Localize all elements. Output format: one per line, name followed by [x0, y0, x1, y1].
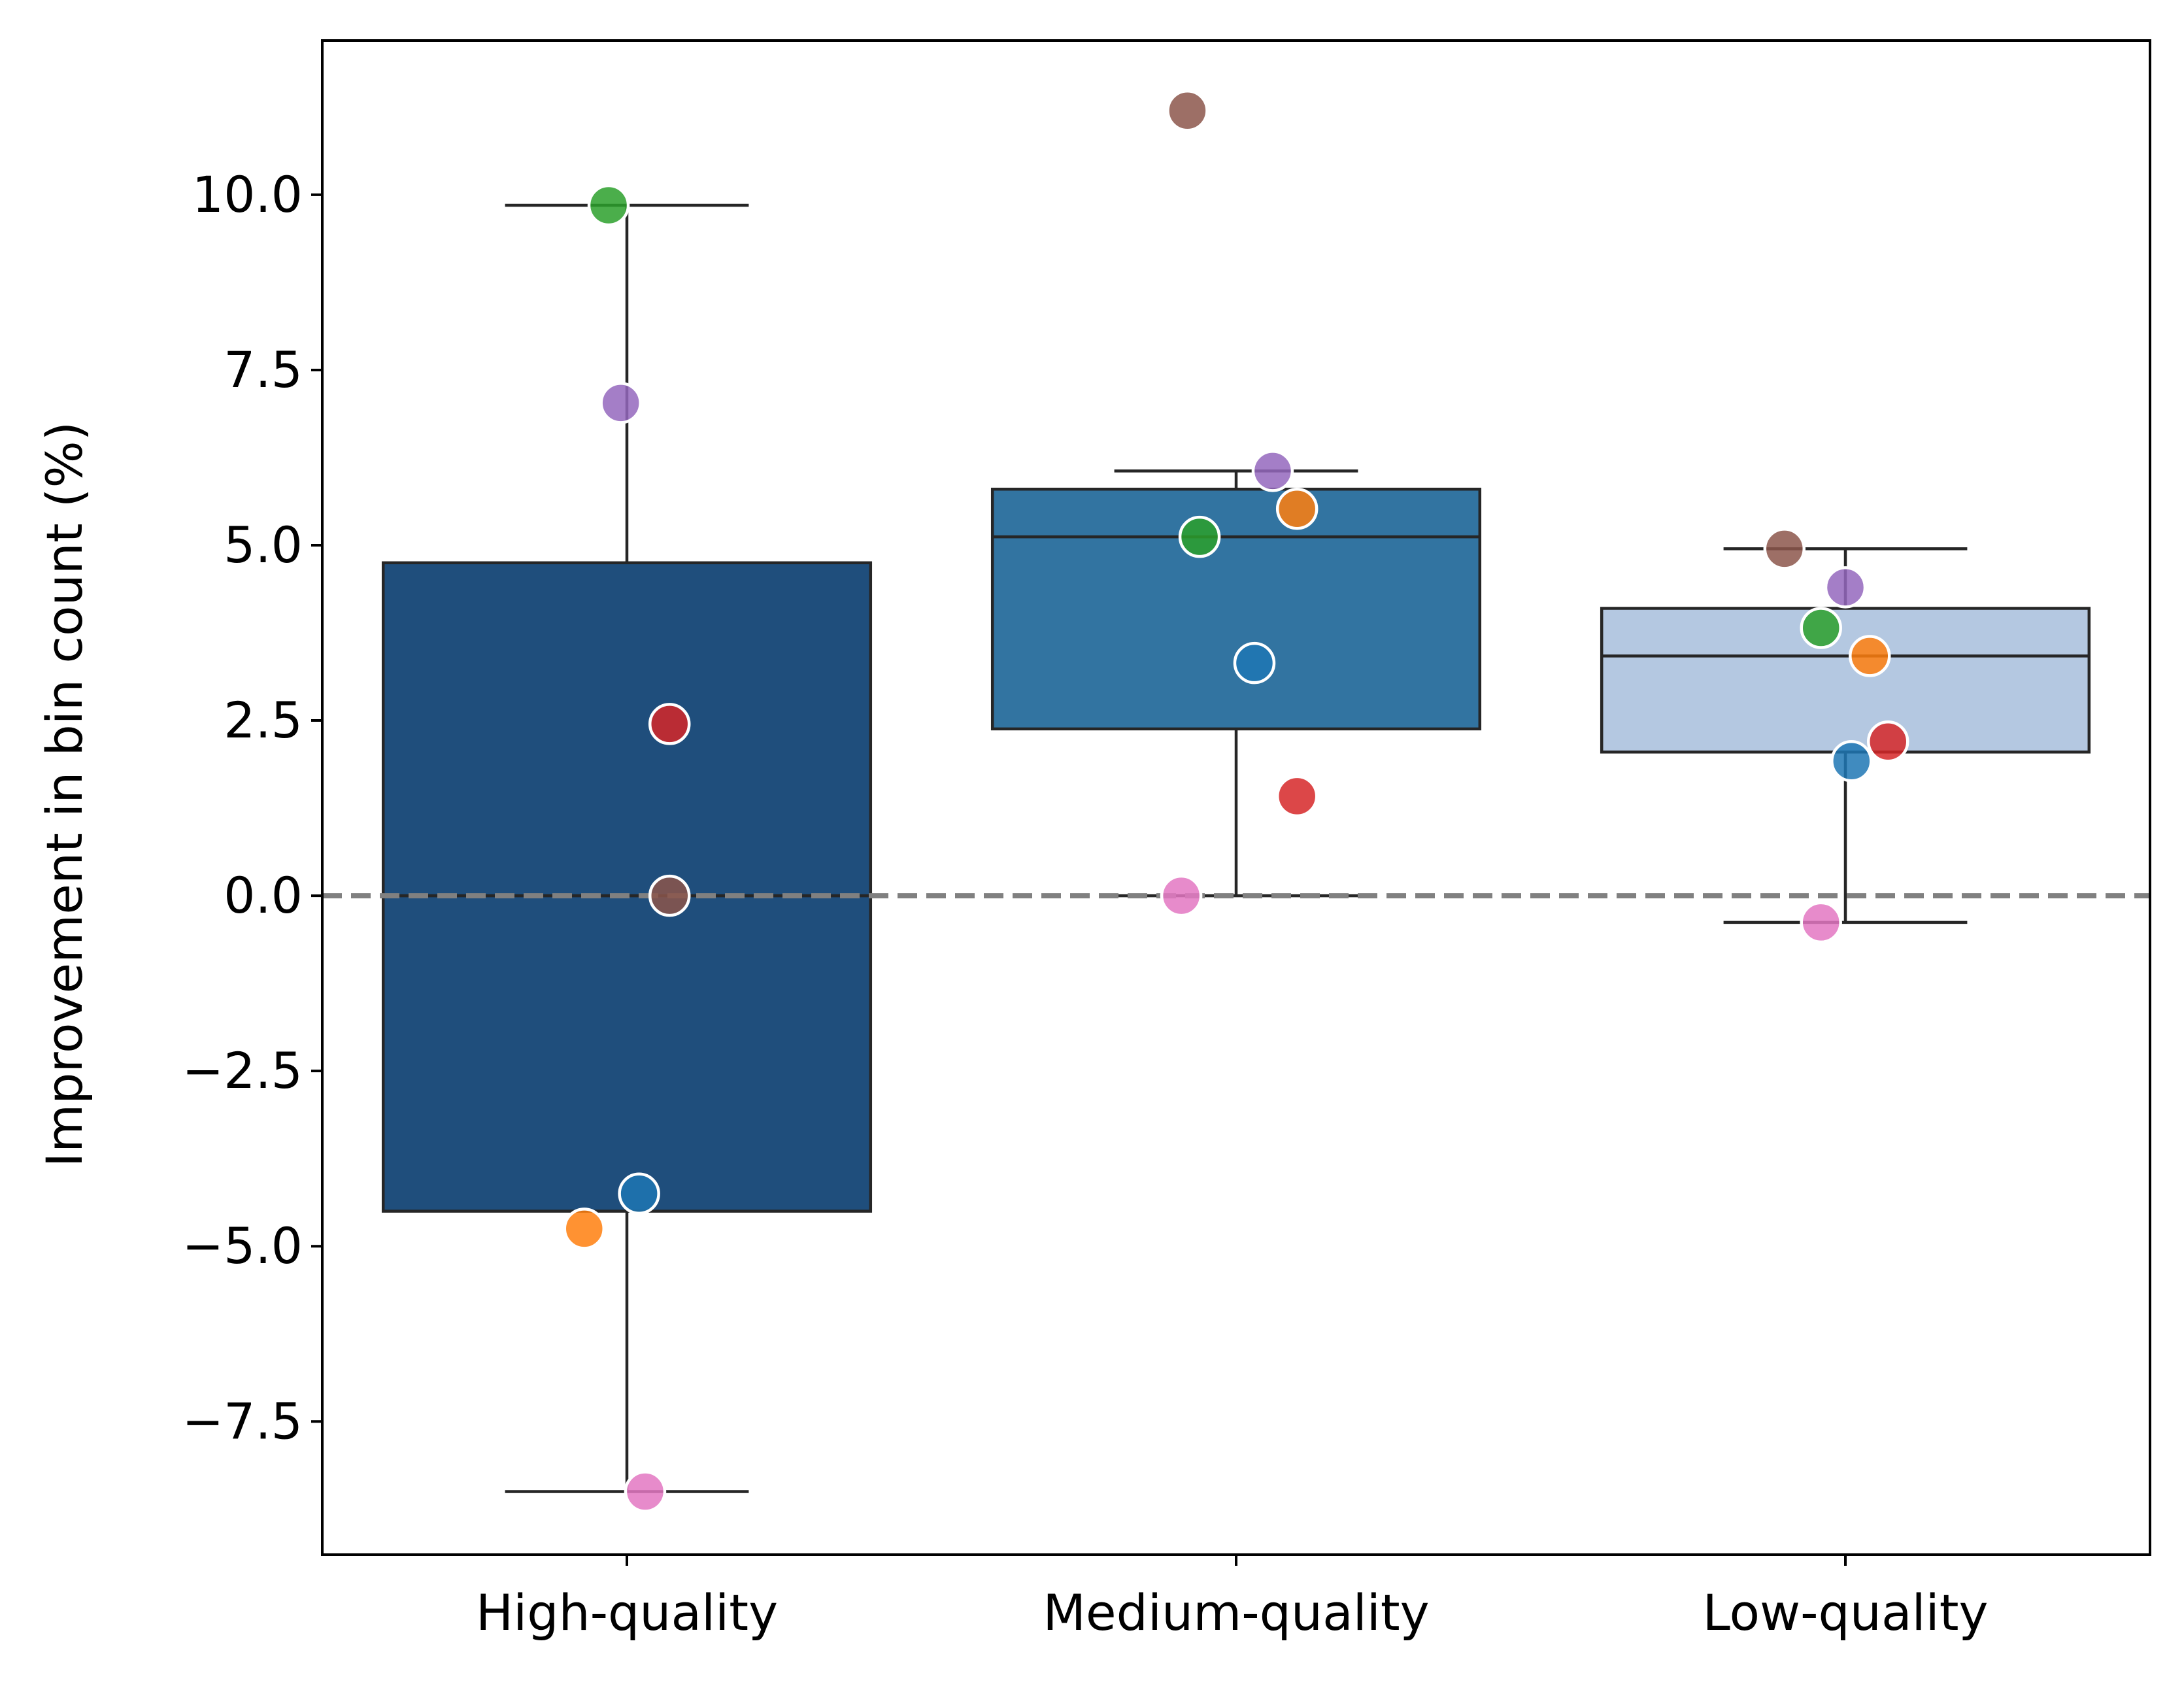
- data-point: [1178, 515, 1221, 558]
- data-point: [563, 1208, 606, 1250]
- data-point: [648, 874, 691, 917]
- data-point: [599, 382, 642, 424]
- data-point: [1830, 739, 1873, 783]
- data-point: [1763, 528, 1806, 570]
- data-point: [1275, 775, 1319, 818]
- data-point: [1824, 566, 1867, 609]
- y-tick-label: −7.5: [182, 1392, 303, 1450]
- data-point: [1866, 720, 1909, 763]
- box-high-quality: [381, 203, 873, 1493]
- x-tick-label: Low-quality: [1702, 1583, 1988, 1642]
- y-tick-label: −2.5: [182, 1041, 303, 1100]
- data-point: [618, 1172, 660, 1215]
- points-layer: [563, 89, 1909, 1513]
- box-low-quality: [1600, 547, 2091, 924]
- y-axis-label: Improvement in bin count (%): [35, 422, 93, 1168]
- y-tick-label: 10.0: [192, 165, 303, 224]
- data-point: [1160, 874, 1203, 917]
- data-point: [1275, 487, 1319, 530]
- data-point: [587, 184, 630, 227]
- y-tick-label: 5.0: [224, 516, 303, 574]
- data-point: [624, 1470, 667, 1513]
- data-point: [1251, 450, 1294, 492]
- data-point: [1233, 641, 1276, 684]
- y-tick-label: 0.0: [224, 866, 303, 924]
- box-iqr: [1600, 607, 2091, 754]
- boxes-layer: [381, 203, 2091, 1493]
- data-point: [648, 703, 691, 745]
- data-point: [1849, 635, 1891, 677]
- axes-layer: −7.5 −5.0 −2.5 0.0 2.5 5.0 7.5 10.0 High-quality…: [182, 39, 2151, 1642]
- x-tick-label: High-quality: [476, 1583, 778, 1642]
- box-iqr: [990, 487, 1482, 731]
- box-medium-quality: [990, 469, 1482, 898]
- y-tick-label: 2.5: [224, 691, 303, 749]
- data-point: [1800, 607, 1842, 649]
- data-point: [1166, 89, 1209, 132]
- box-iqr: [381, 561, 873, 1213]
- data-point: [1800, 901, 1842, 944]
- y-tick-label: −5.0: [182, 1217, 303, 1275]
- x-tick-label: Medium-quality: [1043, 1583, 1429, 1642]
- y-tick-label: 7.5: [224, 341, 303, 399]
